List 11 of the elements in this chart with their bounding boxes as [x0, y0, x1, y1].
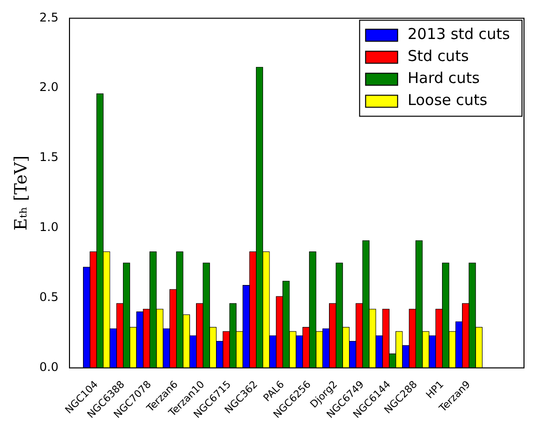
y-tick-label: 0.5	[39, 290, 58, 304]
legend-label: Hard cuts	[408, 69, 480, 88]
legend-label: 2013 std cuts	[408, 25, 510, 44]
legend-label: Std cuts	[408, 47, 469, 66]
legend-label: Loose cuts	[408, 91, 488, 110]
y-tick-label: 1.5	[39, 150, 58, 164]
y-tick-label: 0.0	[39, 360, 58, 374]
y-tick-label: 2.0	[39, 80, 58, 94]
y-tick-label: 1.0	[39, 220, 58, 234]
y-tick-label: 2.5	[39, 10, 58, 24]
y-axis-title: Eₜₕ [TeV]	[12, 156, 32, 230]
